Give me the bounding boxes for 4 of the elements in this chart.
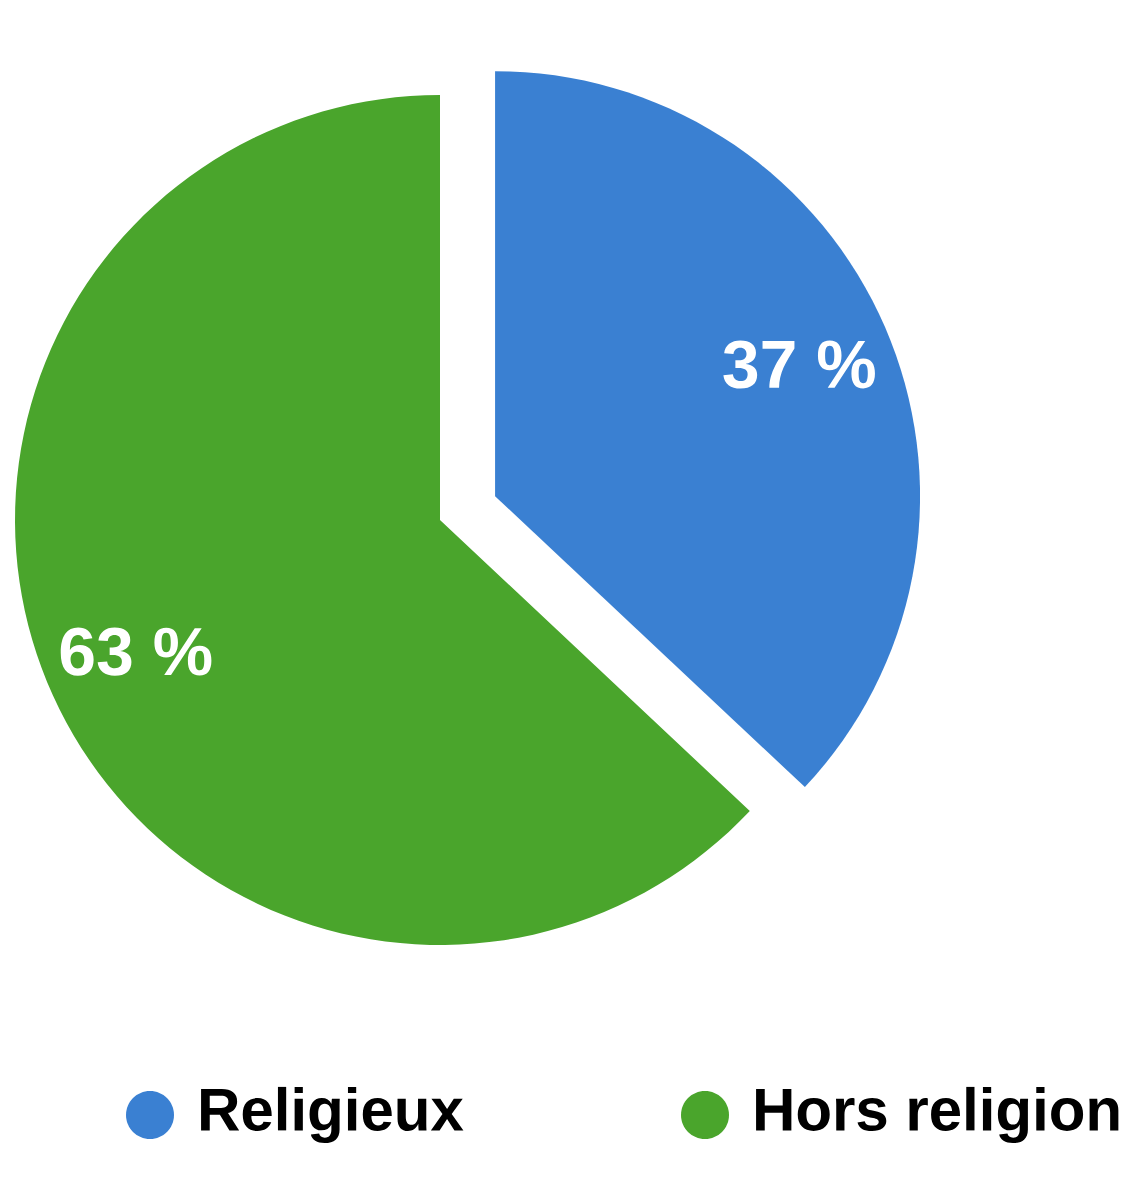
data-label: 63 % xyxy=(60,627,212,676)
data-label: 37 % xyxy=(723,340,876,389)
legend-label: Hors religion xyxy=(756,1086,1119,1144)
legend-label: Religieux xyxy=(201,1086,464,1144)
